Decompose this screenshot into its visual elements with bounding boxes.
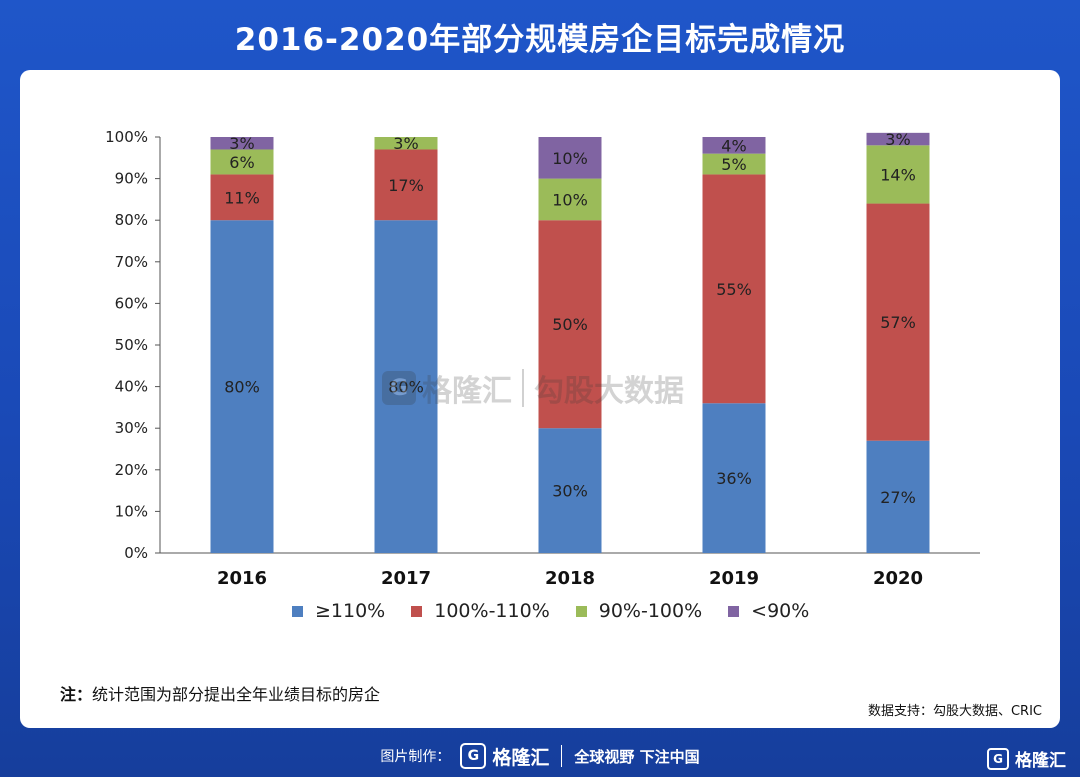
y-tick-label: 20% <box>115 461 148 479</box>
watermark-text: 勾股大数据 <box>534 374 684 409</box>
bar-segment <box>866 203 930 441</box>
y-tick-label: 50% <box>115 336 148 354</box>
x-tick-label: 2016 <box>217 568 267 589</box>
data-label: 80% <box>224 378 260 397</box>
data-label: 17% <box>388 176 424 195</box>
legend-item: ≥110% <box>292 600 385 622</box>
data-label: 10% <box>552 149 588 168</box>
y-tick-label: 70% <box>115 253 148 271</box>
data-label: 57% <box>880 313 916 332</box>
data-label: 6% <box>229 153 254 172</box>
data-label: 4% <box>721 136 746 155</box>
bar-segment <box>866 145 930 204</box>
stacked-bar-chart: 0% 10% 20% 30% 40% 50% 60% 70% 80% 90% 100% 80% 11% 6… <box>105 128 980 589</box>
bar-segment <box>210 149 274 175</box>
corner-brand-text: 格隆汇 <box>1015 751 1066 771</box>
watermark: G 格隆汇 勾股大数据 <box>382 366 684 410</box>
bar-segment <box>538 178 602 221</box>
y-tick-label: 90% <box>115 170 148 188</box>
watermark-brand: 格隆汇 <box>422 374 512 409</box>
footer-bar: 图片制作： G 格隆汇 全球视野 下注中国 <box>0 738 1080 774</box>
legend-label: <90% <box>751 600 810 622</box>
y-tick-label: 60% <box>115 294 148 312</box>
data-source: 数据支持：勾股大数据、CRIC <box>867 704 1042 719</box>
footnote-text: 统计范围为部分提出全年业绩目标的房企 <box>92 685 381 704</box>
data-label: 30% <box>552 482 588 501</box>
data-label: 3% <box>393 134 418 153</box>
x-tick-label: 2019 <box>709 568 759 589</box>
chart-legend: ≥110% 100%-110% 90%-100% <90% <box>292 600 835 622</box>
bar-segment <box>374 220 438 553</box>
footnote: 注：统计范围为部分提出全年业绩目标的房企 <box>60 681 380 705</box>
footer-divider <box>561 745 563 767</box>
watermark-logo-icon: G <box>382 371 416 405</box>
bar-segment <box>702 174 766 404</box>
bar-segment <box>210 137 274 150</box>
chart-card: 0% 10% 20% 30% 40% 50% 60% 70% 80% 90% 100% 80% 11% 6… <box>20 70 1060 728</box>
data-label: 80% <box>388 378 424 397</box>
legend-swatch <box>728 605 740 617</box>
data-label: 50% <box>552 315 588 334</box>
bar-segment <box>210 220 274 553</box>
x-tick-label: 2018 <box>545 568 595 589</box>
data-label: 55% <box>716 280 752 299</box>
legend-swatch <box>292 605 303 617</box>
legend-label: 100%-110% <box>434 600 550 622</box>
bar-segment <box>866 132 930 146</box>
bar-segment <box>374 149 438 221</box>
data-label: 3% <box>885 130 910 149</box>
data-label: 27% <box>880 488 916 507</box>
bar-segment <box>538 428 602 553</box>
legend-swatch <box>575 605 587 617</box>
footer-made-by: 图片制作： <box>380 749 451 765</box>
legend-label: ≥110% <box>315 600 386 622</box>
footer-logo-icon: G <box>460 743 487 769</box>
y-tick-label: 30% <box>115 419 148 437</box>
page-title: 2016-2020年部分规模房企目标完成情况 <box>234 22 846 58</box>
bar-segment <box>538 137 602 179</box>
legend-item: 90%-100% <box>575 600 703 622</box>
bar-segment <box>702 153 766 175</box>
legend-item: <90% <box>728 600 809 622</box>
footer-slogan: 全球视野 下注中国 <box>574 747 700 766</box>
bar-segment <box>702 137 766 154</box>
legend-label: 90%-100% <box>598 600 703 622</box>
y-tick-label: 40% <box>115 378 148 396</box>
footnote-prefix: 注： <box>60 685 93 704</box>
bar-segment <box>866 440 930 553</box>
data-label: 3% <box>229 134 254 153</box>
bar-segment <box>374 137 438 150</box>
data-label: 10% <box>552 190 588 209</box>
x-tick-label: 2020 <box>873 568 923 589</box>
y-tick-label: 80% <box>115 211 148 229</box>
data-label: 11% <box>224 188 260 207</box>
watermark-divider <box>522 369 524 407</box>
y-tick-label: 100% <box>105 128 148 146</box>
data-label: 14% <box>880 165 916 184</box>
y-tick-label: 0% <box>124 544 148 562</box>
data-label: 36% <box>716 469 752 488</box>
legend-item: 100%-110% <box>411 600 550 622</box>
data-label: 5% <box>721 155 746 174</box>
corner-brand: G 格隆汇 <box>987 746 1066 771</box>
bar-segment <box>210 174 274 221</box>
legend-swatch <box>411 605 423 617</box>
y-tick-label: 10% <box>115 502 148 520</box>
corner-logo-icon: G <box>987 747 1009 770</box>
bar-segment <box>538 220 602 429</box>
x-tick-label: 2017 <box>381 568 431 589</box>
bar-segment <box>702 403 766 553</box>
footer-brand: 格隆汇 <box>492 746 550 769</box>
